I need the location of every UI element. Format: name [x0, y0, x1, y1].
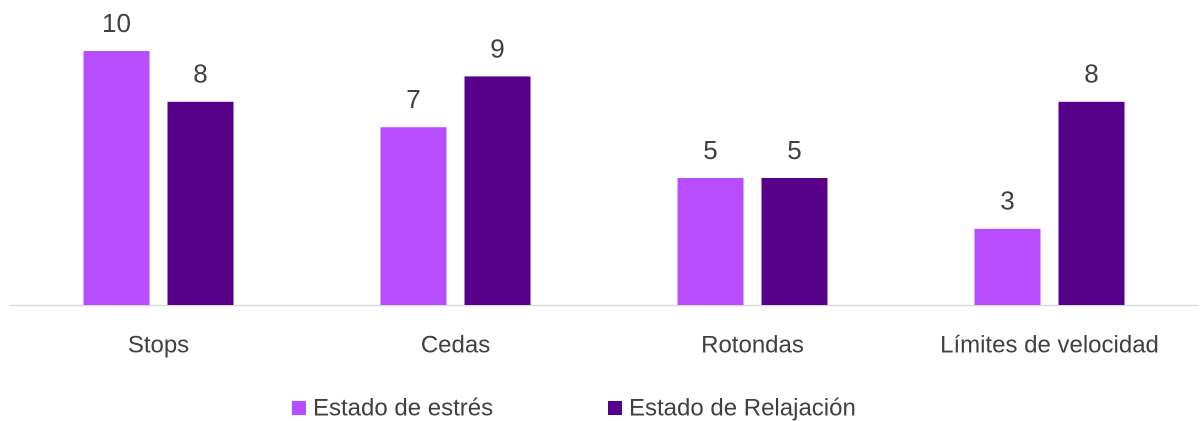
- bar: [761, 178, 828, 305]
- data-label: 3: [1000, 186, 1014, 216]
- x-tick-label: Cedas: [421, 331, 490, 358]
- x-tick-label: Stops: [128, 331, 189, 358]
- legend-label: Estado de Relajación: [629, 394, 856, 421]
- legend-label: Estado de estrés: [313, 394, 493, 421]
- bar: [464, 76, 531, 306]
- data-label: 8: [193, 59, 207, 89]
- data-label: 8: [1084, 59, 1098, 89]
- legend-swatch: [608, 401, 622, 415]
- bar: [974, 228, 1041, 305]
- data-label: 9: [490, 33, 504, 63]
- bar: [677, 178, 744, 305]
- data-label: 5: [703, 135, 717, 165]
- data-label: 7: [406, 84, 420, 114]
- bar: [1058, 101, 1125, 305]
- data-label: 5: [787, 135, 801, 165]
- bar: [83, 51, 150, 305]
- bar: [380, 127, 447, 305]
- data-label: 10: [102, 8, 131, 38]
- x-tick-label: Límites de velocidad: [940, 331, 1159, 358]
- legend-swatch: [292, 401, 306, 415]
- bar: [167, 101, 234, 305]
- x-tick-label: Rotondas: [701, 331, 804, 358]
